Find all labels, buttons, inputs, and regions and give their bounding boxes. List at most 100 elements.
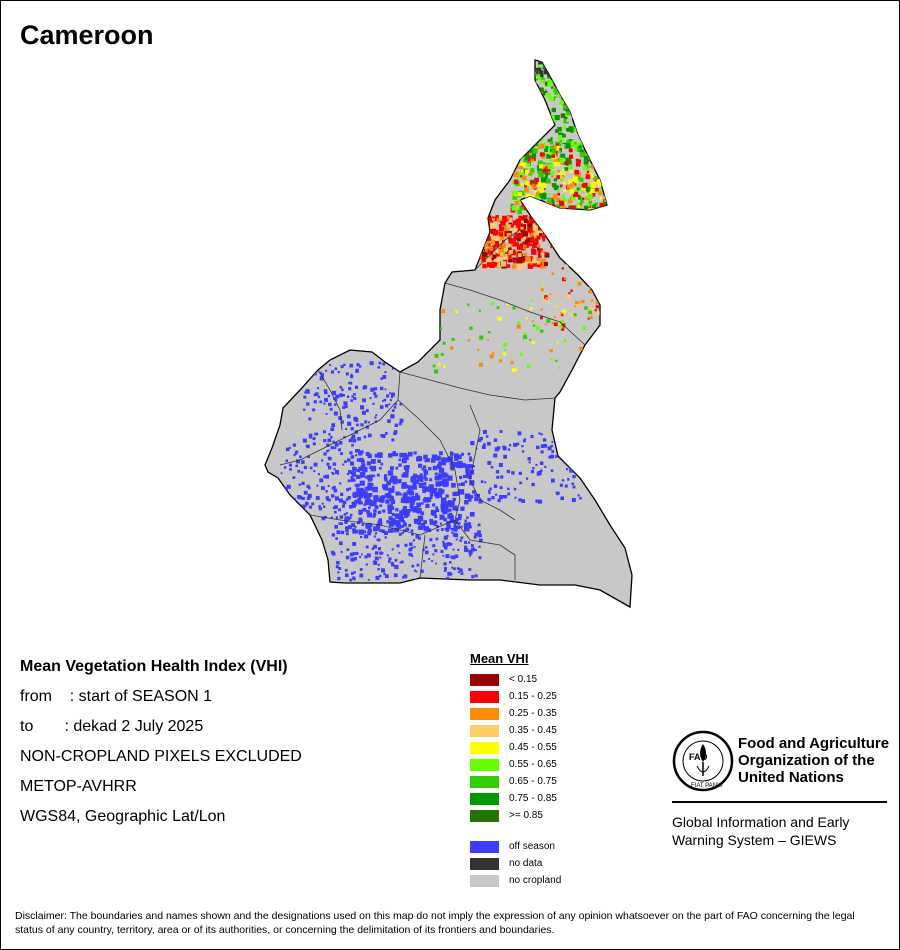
vhi-pixel bbox=[402, 494, 408, 500]
vhi-pixel bbox=[568, 133, 574, 140]
vhi-pixel bbox=[370, 465, 377, 472]
vhi-pixel bbox=[591, 157, 597, 163]
vhi-pixel bbox=[487, 497, 491, 502]
vhi-pixel bbox=[316, 484, 319, 487]
vhi-pixel bbox=[280, 472, 283, 475]
vhi-pixel bbox=[538, 114, 544, 121]
vhi-pixel bbox=[313, 400, 317, 404]
vhi-pixel bbox=[547, 446, 552, 451]
vhi-pixel bbox=[377, 510, 382, 514]
vhi-pixel bbox=[483, 221, 488, 226]
vhi-pixel bbox=[522, 256, 528, 261]
vhi-pixel bbox=[582, 326, 587, 331]
vhi-pixel bbox=[572, 62, 576, 66]
vhi-pixel bbox=[571, 90, 577, 96]
vhi-pixel bbox=[446, 534, 449, 538]
vhi-pixel bbox=[552, 96, 557, 101]
legend-class-label: 0.75 - 0.85 bbox=[509, 793, 557, 804]
vhi-pixel bbox=[461, 483, 464, 486]
vhi-pixel bbox=[434, 472, 438, 476]
vhi-pixel bbox=[369, 474, 373, 479]
vhi-pixel bbox=[544, 175, 548, 179]
vhi-pixel bbox=[286, 484, 291, 489]
vhi-pixel bbox=[576, 98, 582, 104]
vhi-pixel bbox=[455, 310, 458, 314]
vhi-pixel bbox=[458, 489, 465, 495]
vhi-pixel bbox=[451, 337, 455, 341]
vhi-pixel bbox=[521, 217, 524, 220]
vhi-pixel bbox=[306, 496, 311, 500]
vhi-pixel bbox=[482, 227, 487, 232]
vhi-pixel bbox=[442, 543, 447, 548]
vhi-pixel bbox=[568, 115, 573, 120]
vhi-pixel bbox=[539, 70, 544, 75]
vhi-pixel bbox=[487, 258, 492, 263]
vhi-pixel bbox=[416, 563, 420, 567]
vhi-pixel bbox=[513, 442, 517, 447]
vhi-pixel bbox=[412, 473, 418, 479]
vhi-pixel bbox=[395, 523, 398, 526]
vhi-pixel bbox=[587, 317, 590, 320]
vhi-pixel bbox=[540, 220, 545, 224]
vhi-pixel bbox=[477, 523, 481, 527]
vhi-pixel bbox=[495, 252, 501, 257]
vhi-pixel bbox=[573, 110, 576, 113]
vhi-pixel bbox=[455, 508, 459, 512]
vhi-pixel bbox=[466, 516, 469, 519]
vhi-pixel bbox=[513, 179, 519, 185]
vhi-pixel bbox=[537, 127, 542, 132]
vhi-pixel bbox=[537, 253, 542, 258]
vhi-pixel bbox=[300, 471, 304, 474]
vhi-pixel bbox=[373, 387, 378, 391]
vhi-pixel bbox=[364, 555, 368, 559]
vhi-pixel bbox=[335, 394, 340, 399]
vhi-pixel bbox=[443, 517, 447, 522]
vhi-pixel bbox=[569, 96, 575, 102]
vhi-pixel bbox=[538, 117, 543, 121]
vhi-pixel bbox=[591, 193, 596, 197]
vhi-pixel bbox=[468, 549, 473, 554]
vhi-pixel bbox=[399, 402, 403, 406]
vhi-pixel bbox=[538, 193, 543, 198]
vhi-pixel bbox=[356, 488, 362, 494]
vhi-pixel bbox=[545, 325, 549, 330]
vhi-pixel bbox=[512, 163, 517, 168]
vhi-pixel bbox=[499, 486, 503, 490]
vhi-pixel bbox=[316, 387, 319, 390]
vhi-pixel bbox=[464, 464, 469, 469]
vhi-pixel bbox=[391, 512, 395, 516]
vhi-pixel bbox=[529, 148, 535, 154]
vhi-pixel bbox=[588, 289, 592, 294]
vhi-pixel bbox=[455, 538, 458, 541]
vhi-pixel bbox=[369, 466, 372, 469]
vhi-pixel bbox=[516, 141, 521, 146]
info-projection: WGS84, Geographic Lat/Lon bbox=[20, 808, 226, 825]
vhi-pixel bbox=[465, 468, 470, 474]
vhi-pixel bbox=[544, 148, 548, 152]
vhi-pixel bbox=[527, 200, 530, 203]
vhi-pixel bbox=[506, 264, 511, 268]
vhi-pixel bbox=[352, 501, 357, 506]
vhi-pixel bbox=[534, 65, 536, 68]
vhi-pixel bbox=[373, 544, 377, 549]
vhi-pixel bbox=[327, 438, 332, 443]
vhi-pixel bbox=[474, 493, 478, 497]
vhi-pixel bbox=[506, 216, 510, 220]
vhi-pixel bbox=[323, 439, 327, 443]
vhi-pixel bbox=[306, 402, 310, 406]
vhi-pixel bbox=[506, 232, 512, 238]
vhi-pixel bbox=[315, 496, 320, 500]
vhi-pixel bbox=[407, 451, 413, 457]
vhi-pixel bbox=[511, 205, 518, 211]
vhi-pixel bbox=[550, 444, 553, 448]
vhi-pixel bbox=[301, 362, 305, 366]
vhi-pixel bbox=[323, 505, 326, 508]
vhi-pixel bbox=[319, 400, 323, 404]
disclaimer: Disclaimer: The boundaries and names sho… bbox=[15, 910, 855, 936]
vhi-pixel bbox=[463, 522, 468, 527]
vhi-pixel bbox=[571, 322, 575, 326]
vhi-pixel bbox=[541, 121, 547, 128]
vhi-pixel bbox=[392, 485, 395, 489]
vhi-pixel bbox=[410, 529, 414, 533]
vhi-pixel bbox=[578, 121, 583, 125]
